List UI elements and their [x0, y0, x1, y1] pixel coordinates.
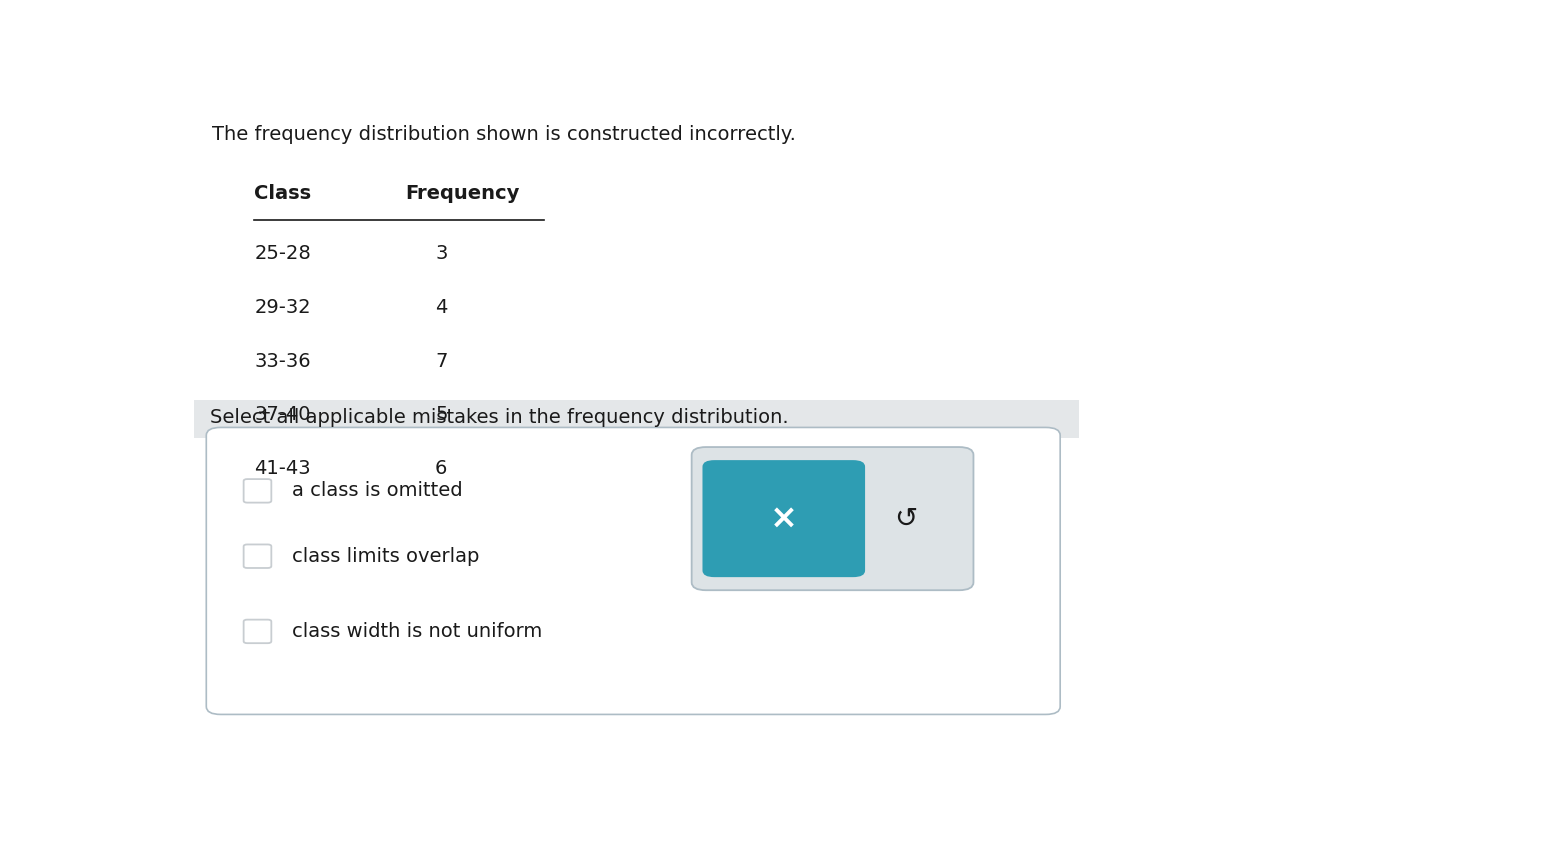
Text: a class is omitted: a class is omitted [292, 481, 463, 500]
Text: 6: 6 [435, 458, 448, 478]
FancyBboxPatch shape [194, 400, 1080, 438]
FancyBboxPatch shape [244, 479, 272, 503]
Text: 25-28: 25-28 [255, 245, 311, 263]
Text: 37-40: 37-40 [255, 405, 311, 424]
Text: ×: × [769, 502, 797, 535]
Text: class width is not uniform: class width is not uniform [292, 622, 542, 641]
FancyBboxPatch shape [692, 447, 973, 590]
FancyBboxPatch shape [207, 427, 1060, 714]
Text: 3: 3 [435, 245, 448, 263]
Text: 41-43: 41-43 [255, 458, 311, 478]
FancyBboxPatch shape [702, 460, 866, 577]
Text: The frequency distribution shown is constructed incorrectly.: The frequency distribution shown is cons… [213, 125, 796, 143]
Text: class limits overlap: class limits overlap [292, 547, 479, 565]
Text: Frequency: Frequency [406, 183, 519, 203]
Text: 29-32: 29-32 [255, 298, 311, 317]
Text: 4: 4 [435, 298, 448, 317]
FancyBboxPatch shape [244, 544, 272, 568]
Text: Select all applicable mistakes in the frequency distribution.: Select all applicable mistakes in the fr… [210, 408, 788, 427]
Text: 5: 5 [435, 405, 448, 424]
FancyBboxPatch shape [244, 620, 272, 644]
Text: ↺: ↺ [895, 504, 918, 532]
Text: 7: 7 [435, 351, 448, 371]
Text: 33-36: 33-36 [255, 351, 311, 371]
Text: Class: Class [255, 183, 312, 203]
